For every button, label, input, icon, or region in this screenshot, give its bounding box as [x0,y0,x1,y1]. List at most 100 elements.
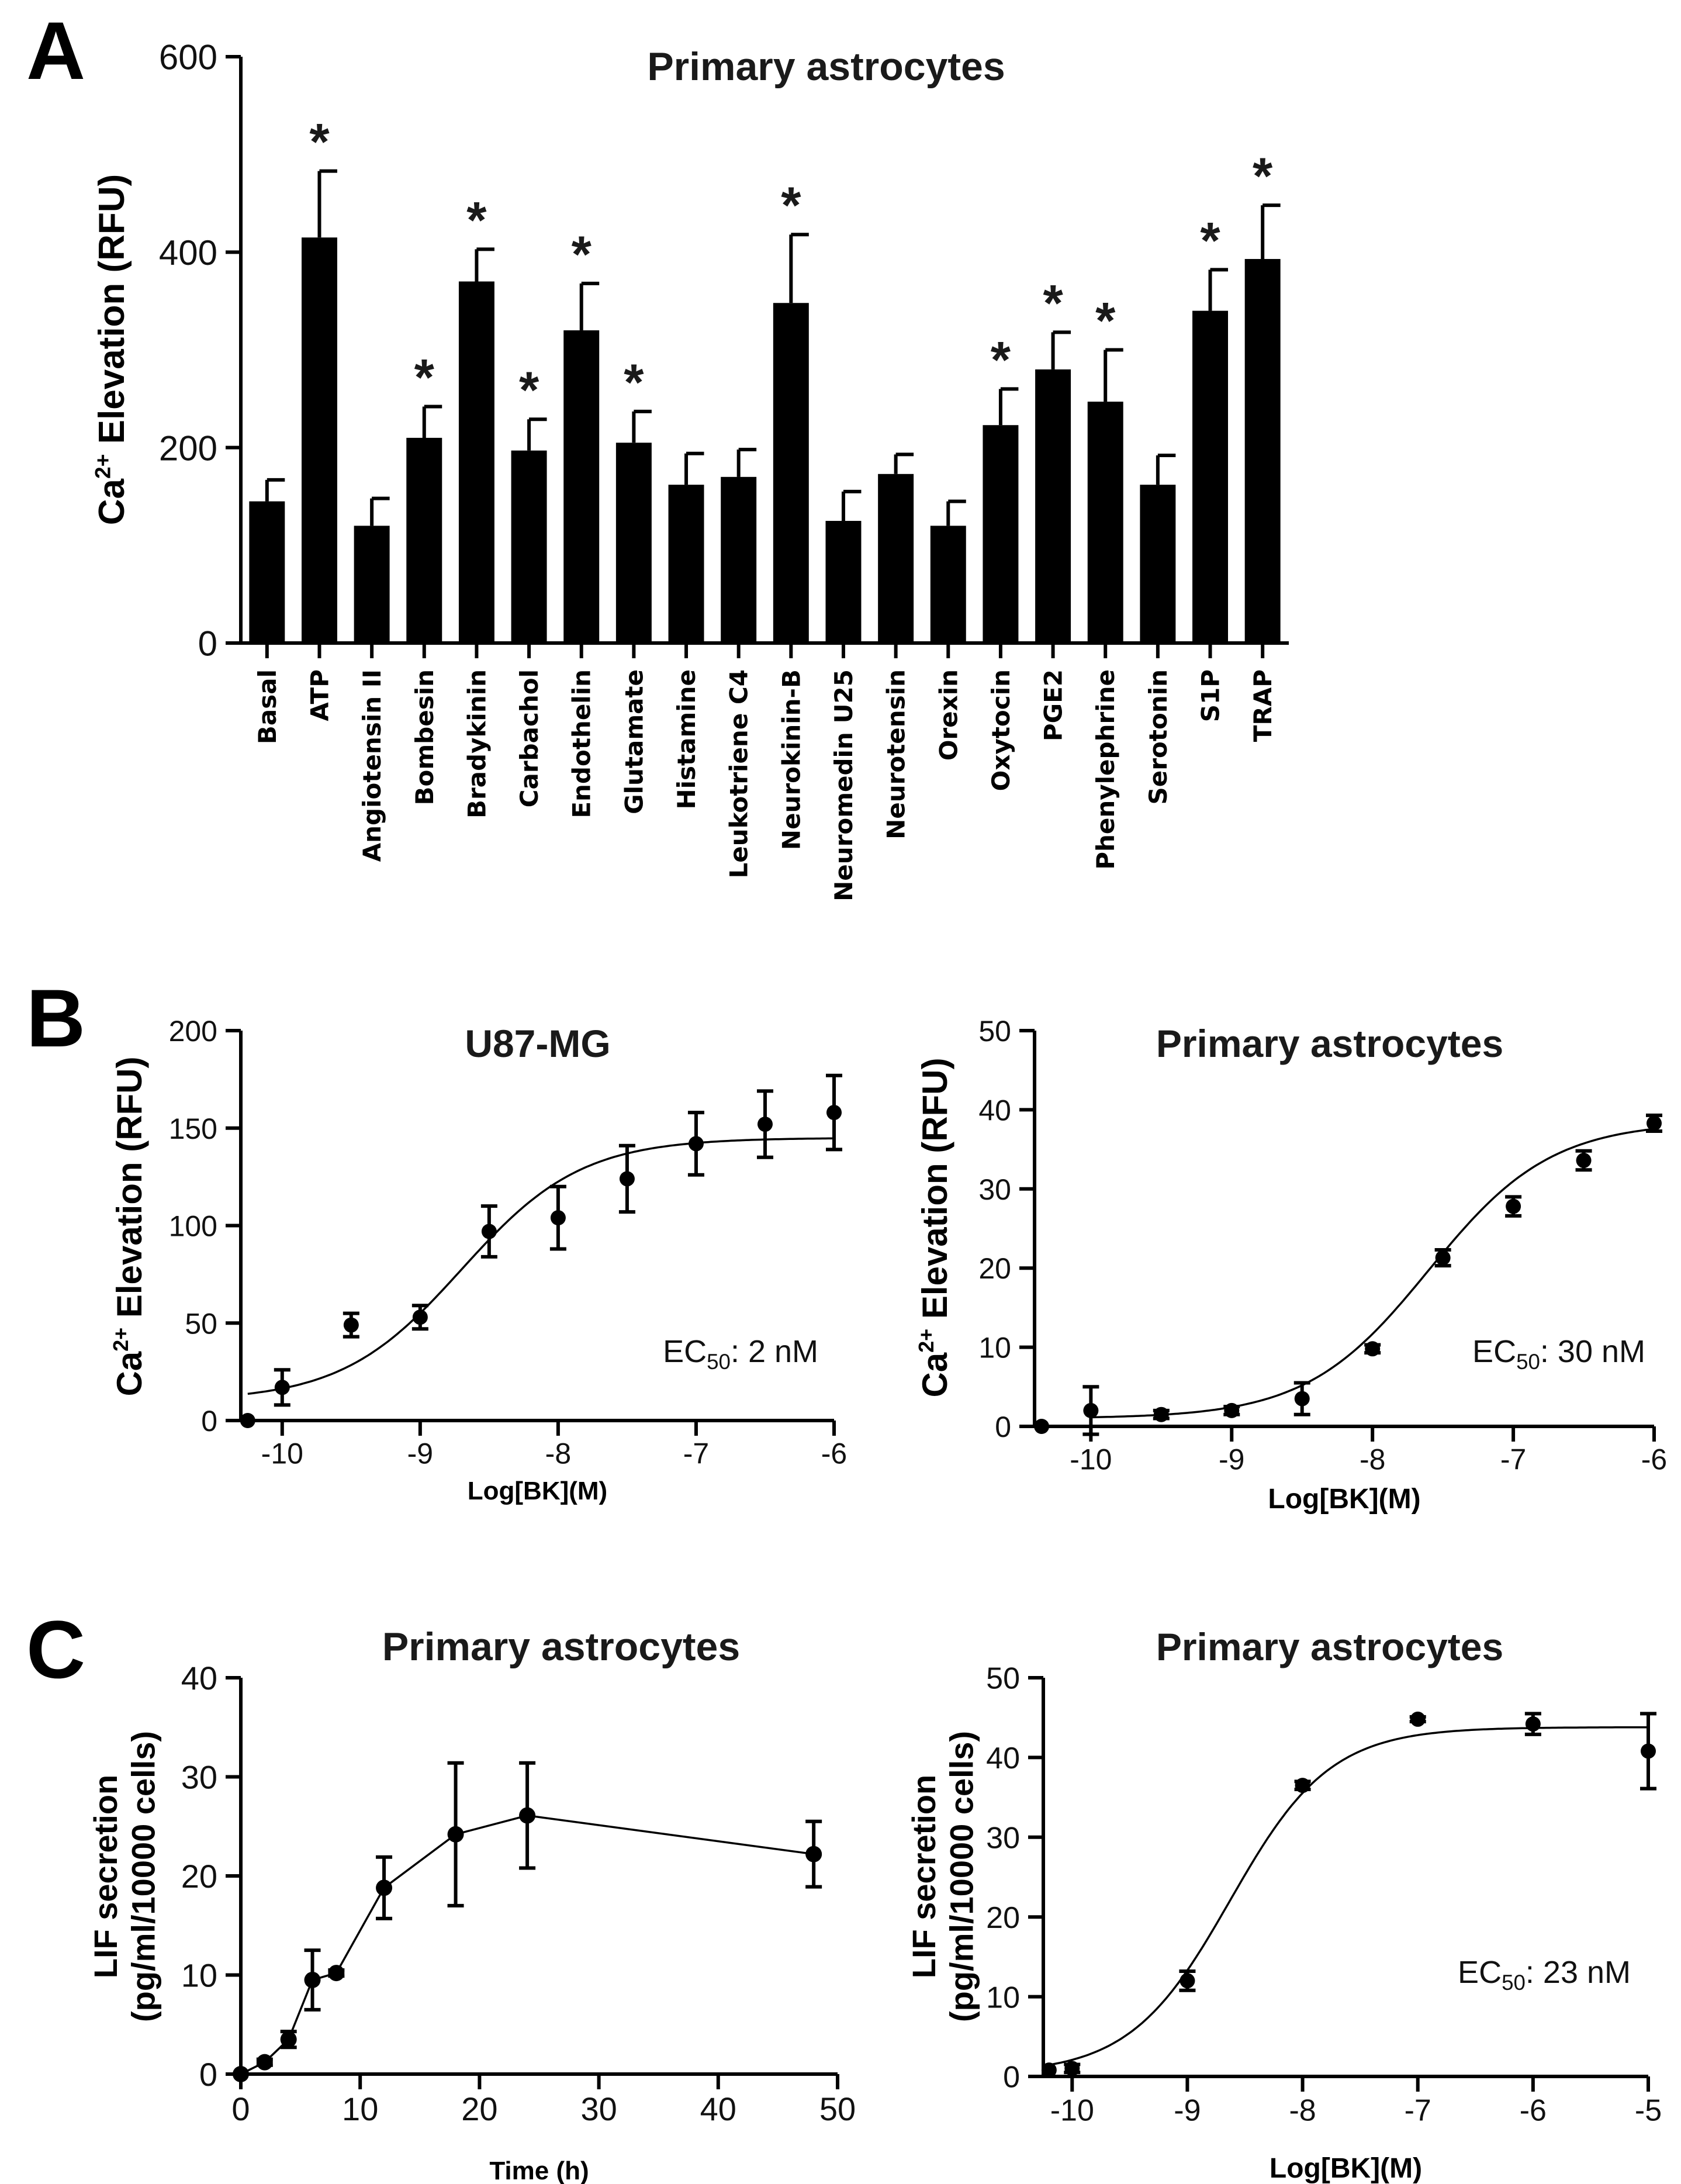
y-axis-label: Ca2+ Elevation (RFU) [914,1058,954,1397]
chart-title: Primary astrocytes [1156,1625,1503,1668]
data-point [1153,1407,1169,1422]
bar [458,281,494,643]
x-axis-label: Log[BK](M) [468,1477,607,1505]
category-label: Carbachol [515,669,544,807]
data-point [233,2066,249,2082]
y-axis-label: Ca2+ Elevation (RFU) [109,1056,149,1396]
category-label: Bombesin [410,669,439,805]
category-label: Neuromedin U25 [829,669,858,901]
y-axis-label-main: Ca [110,1351,149,1396]
y-tick-label: 10 [978,1332,1011,1364]
data-point [1576,1153,1592,1169]
data-point [328,1965,345,1982]
data-point [757,1117,773,1132]
ec50-value: : 23 nM [1526,1955,1631,1990]
data-point [805,1846,822,1862]
y-tick-label: 50 [978,1015,1011,1048]
y-tick-label: 0 [995,1411,1011,1443]
chart-title: Primary astrocytes [382,1625,740,1669]
bar [563,330,600,643]
x-tick-label: 0 [231,2090,250,2127]
bar [773,303,809,643]
x-tick-label: -9 [1219,1443,1244,1476]
x-tick-label: -6 [821,1437,847,1470]
category-label: Phenylephrine [1091,669,1120,870]
bar [878,474,914,643]
bar [668,485,704,643]
bar [1140,485,1176,643]
x-tick-label: 30 [580,2090,617,2127]
y-tick-label: 0 [201,1405,217,1437]
ec50-annotation: EC50: 2 nM [663,1334,818,1374]
data-point [240,1413,255,1428]
chart-title: Primary astrocytes [1156,1022,1503,1065]
significance-star: * [781,176,801,234]
data-point [1647,1115,1662,1131]
category-label: Leukotriene C4 [725,669,753,879]
y-tick-label: 50 [185,1307,217,1340]
y-tick-label: 10 [986,1981,1020,2014]
y-axis-label-line2: (pg/ml/10000 cells) [124,1731,161,2022]
data-point [412,1309,428,1325]
chart-title: Primary astrocytes [647,44,1005,89]
ec50-subscript: 50 [1516,1350,1540,1374]
significance-star: * [572,225,592,283]
category-label: Bradykinin [462,669,491,818]
category-label: ATP [305,669,334,721]
significance-star: * [466,191,487,248]
category-label: Oxytocin [987,669,1015,791]
category-label: S1P [1196,669,1225,722]
significance-star: * [1095,292,1116,350]
chart-b-astrocytes: Primary astrocytes 0 10 20 30 40 50 -10 -9 -8 -7 -6… [914,1015,1667,1515]
category-label: Neurotensin [882,669,911,839]
bar [511,450,547,643]
data-point [447,1826,464,1843]
x-tick-label: -8 [545,1437,571,1470]
panel-label-c: C [26,1604,85,1695]
chart-c-dose-response: Primary astrocytes 0 10 20 30 40 50 -10 -9 -8 -7 -6… [905,1625,1662,2184]
y-tick-label: 150 [169,1112,217,1145]
y-tick-label: 50 [986,1662,1020,1696]
bar [825,521,862,643]
fit-curve [247,1137,835,1395]
significance-star: * [624,353,644,411]
x-tick-label: -9 [1174,2093,1201,2127]
y-tick-label: 30 [978,1173,1011,1206]
y-axis-label-main: Ca [92,478,132,525]
data-point [550,1210,566,1226]
y-tick-label: 20 [978,1252,1011,1285]
data-point [274,1380,290,1395]
x-tick-label: -5 [1635,2093,1662,2127]
y-axis-label: Ca2+ Elevation (RFU) [90,174,132,525]
x-axis-label: Log[BK](M) [1270,2153,1422,2184]
data-point [280,2031,297,2048]
significance-star: * [309,113,330,171]
data-point [1041,2062,1057,2078]
data-point [1410,1711,1426,1727]
data-point [1064,2061,1080,2076]
chart-c-time-course: Primary astrocytes 0 10 20 30 40 0 10 20 30 40 50 Ti… [87,1625,856,2184]
data-point [519,1807,536,1824]
category-label: Orexin [934,669,963,761]
y-tick-label: 0 [1003,2061,1020,2095]
data-point [481,1224,497,1239]
chart-a-bar: Primary astrocytes 0 200 400 600 Ca2+ Elevati… [90,38,1289,901]
ec50-value: : 2 nM [731,1334,818,1369]
category-label: Histamine [672,669,701,810]
x-tick-label: -9 [407,1437,433,1470]
x-axis-label: Time (h) [489,2157,589,2184]
data-point [1435,1250,1451,1266]
data-point [1224,1402,1240,1418]
ec50-subscript: 50 [1502,1971,1526,1995]
y-axis-label-line2: (pg/ml/10000 cells) [943,1731,980,2022]
bar [249,501,285,643]
data-point [1295,1778,1310,1793]
x-tick-label: -10 [261,1437,303,1470]
y-axis-label-rest: Elevation (RFU) [110,1056,149,1327]
y-axis-label-superscript: 2+ [109,1328,133,1352]
x-tick-label: -6 [1641,1443,1667,1476]
significance-star: * [519,361,539,419]
y-tick-label: 200 [169,1015,217,1048]
ec50-annotation: EC50: 23 nM [1458,1955,1631,1995]
fit-curve [1091,1128,1655,1419]
